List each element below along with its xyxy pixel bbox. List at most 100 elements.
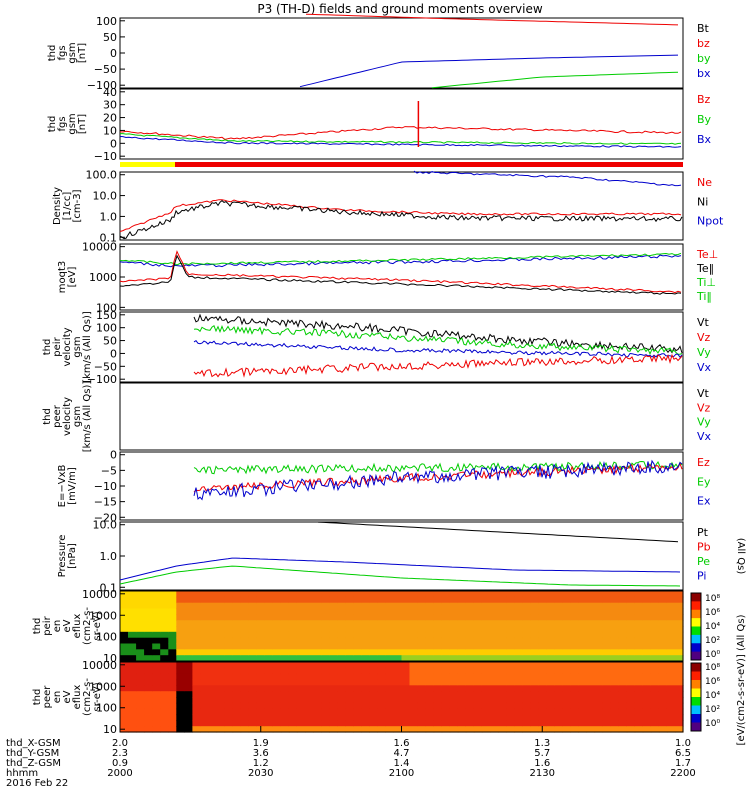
spectrogram-cell xyxy=(136,708,145,716)
spectrogram-cell xyxy=(329,697,338,704)
colorbar-swatch xyxy=(691,634,701,644)
spectrogram-cell xyxy=(481,637,491,645)
spectrogram-cell xyxy=(433,673,443,681)
spectrogram-cell xyxy=(272,697,282,704)
spectrogram-cell xyxy=(377,643,386,650)
spectrogram-cell xyxy=(361,649,370,656)
spectrogram-cell xyxy=(224,720,234,727)
spectrogram-cell xyxy=(144,655,153,662)
spectrogram-cell xyxy=(321,726,330,733)
spectrogram-cell xyxy=(481,702,491,710)
spectrogram-cell xyxy=(393,679,403,686)
spectrogram-cell xyxy=(248,649,258,656)
spectrogram-cell xyxy=(562,708,571,716)
colorbar-swatch xyxy=(691,601,701,611)
spectrogram-cell xyxy=(288,714,298,721)
spectrogram-cell xyxy=(666,691,676,698)
spectrogram-cell xyxy=(626,591,636,598)
spectrogram-cell xyxy=(658,655,668,662)
trace-Npot xyxy=(413,170,682,187)
legend-Te‖: Te‖ xyxy=(696,262,714,275)
spectrogram-cell xyxy=(570,679,579,686)
spectrogram-cell xyxy=(345,637,354,645)
spectrogram-cell xyxy=(481,714,491,721)
spectrogram-cell xyxy=(401,626,411,633)
spectrogram-cell xyxy=(498,667,507,675)
panel-vi: 150100500−50−100thdpeirvelocitygsm[km/s … xyxy=(42,309,712,386)
spectrogram-cell xyxy=(562,685,571,692)
spectrogram-cell xyxy=(329,602,338,610)
spectrogram-cell xyxy=(530,596,539,604)
spectrogram-cell xyxy=(248,614,258,621)
spectrogram-cell xyxy=(498,631,507,639)
spectrogram-cell xyxy=(594,714,604,721)
spectrogram-cell xyxy=(618,702,628,710)
spectrogram-cell xyxy=(498,691,507,698)
colorbar-swatch xyxy=(691,643,701,653)
trace-Ne xyxy=(119,199,682,232)
spectrogram-cell xyxy=(128,685,137,692)
spectrogram-cell xyxy=(160,626,169,633)
ylabel-line: en xyxy=(52,620,63,633)
spectrogram-cell xyxy=(152,602,161,610)
spectrogram-cell xyxy=(200,643,209,650)
spectrogram-cell xyxy=(168,649,177,656)
spectrogram-cell xyxy=(457,702,467,710)
spectrogram-cell xyxy=(514,649,523,656)
spectrogram-cell xyxy=(192,714,201,721)
spectrogram-cell xyxy=(321,708,330,716)
spectrogram-cell xyxy=(417,643,427,650)
spectrogram-cell xyxy=(313,714,322,721)
spectrogram-cell xyxy=(586,691,596,698)
spectrogram-cell xyxy=(618,667,628,675)
spectrogram-cell xyxy=(506,608,515,615)
spectrogram-cell xyxy=(385,673,394,681)
spectrogram-cell xyxy=(658,726,668,733)
ylabel-line: [cm-3] xyxy=(72,189,83,222)
spectrogram-cell xyxy=(675,697,684,704)
spectrogram-cell xyxy=(530,614,539,621)
spectrogram-cell xyxy=(634,608,644,615)
spectrogram-cell xyxy=(369,673,378,681)
spectrogram-cell xyxy=(457,643,467,650)
spectrogram-cell xyxy=(610,637,620,645)
spectrogram-cell xyxy=(586,667,596,675)
spectrogram-cell xyxy=(136,608,145,615)
spectrogram-cell xyxy=(353,631,362,639)
spectrogram-cell xyxy=(272,708,282,716)
spectrogram-cell xyxy=(417,620,427,627)
spectrogram-cell xyxy=(208,691,218,698)
spectrogram-cell xyxy=(409,685,419,692)
spectrogram-cell xyxy=(321,602,330,610)
spectrogram-cell xyxy=(570,673,579,681)
spectrogram-cell xyxy=(361,726,370,733)
spectrogram-cell xyxy=(514,691,523,698)
spectrogram-cell xyxy=(417,697,427,704)
spectrogram-cell xyxy=(288,643,298,650)
spectrogram-cell xyxy=(128,631,137,639)
spectrogram-cell xyxy=(296,643,306,650)
spectrogram-cell xyxy=(473,697,483,704)
spectrogram-cell xyxy=(248,685,258,692)
spectrogram-cell xyxy=(208,649,218,656)
spectrogram-cell xyxy=(481,691,491,698)
spectrogram-cell xyxy=(264,614,274,621)
spectrogram-cell xyxy=(506,702,515,710)
spectrogram-cell xyxy=(353,691,362,698)
ylabel-line: sr-eV) xyxy=(92,611,103,640)
spectrogram-cell xyxy=(530,631,539,639)
spectrogram-cell xyxy=(240,643,250,650)
spectrogram-cell xyxy=(296,697,306,704)
spectrogram-cell xyxy=(465,602,475,610)
spectrogram-cell xyxy=(554,708,563,716)
ytick-label: 100 xyxy=(96,301,117,314)
traces-bgsm xyxy=(299,13,679,89)
spectrogram-cell xyxy=(498,637,507,645)
spectrogram-cell xyxy=(602,626,612,633)
ylabel-line: [nT] xyxy=(77,114,88,134)
spectrogram-cell xyxy=(554,679,563,686)
panel-density: 100.010.01.00.1Density[1/cc][cm-3]NeNiNp… xyxy=(52,169,724,245)
spectrogram-cell xyxy=(305,608,314,615)
trace-By xyxy=(120,133,682,145)
spectrogram-cell xyxy=(610,667,620,675)
